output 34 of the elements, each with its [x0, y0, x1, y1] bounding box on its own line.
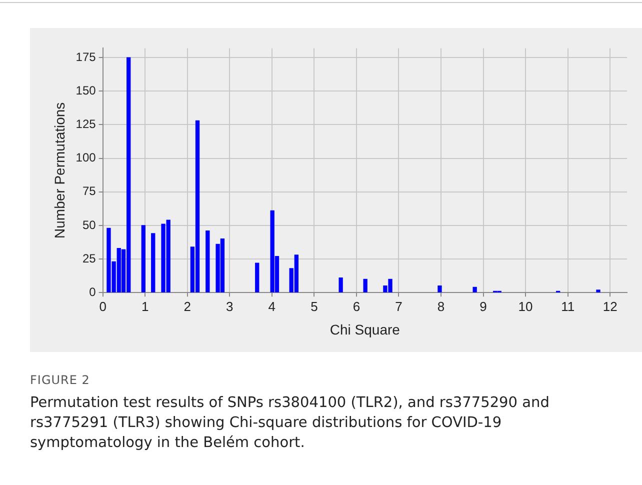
x-tick-label: 4	[268, 298, 276, 314]
x-tick-label: 2	[184, 298, 191, 314]
x-tick-label: 7	[395, 298, 402, 314]
bar	[338, 278, 343, 292]
text: Permutation test results of SNPs rs3804100 (TLR2), and rs3775290 and rs3775291 (TLR3) showing Chi-square distributions for COVID-19 symptomatology in the Belém cohort.	[30, 394, 550, 453]
bar	[438, 286, 442, 292]
y-tick-label: 150	[76, 83, 96, 98]
bar	[255, 262, 260, 292]
bar	[206, 230, 210, 292]
bar	[141, 225, 146, 292]
x-tick-label: 8	[437, 298, 445, 314]
y-tick-label: 100	[76, 150, 96, 165]
x-tick-label: 5	[310, 298, 318, 314]
bar	[596, 290, 600, 292]
x-tick-label: 3	[226, 298, 234, 314]
bar	[472, 286, 477, 292]
y-tick-label: 125	[76, 117, 96, 132]
x-tick-label: 11	[561, 298, 575, 314]
bar	[151, 233, 156, 292]
x-tick-label: 1	[141, 298, 149, 314]
x-axis-title: Chi Square	[330, 321, 400, 338]
bar	[363, 278, 368, 292]
y-tick-label: 75	[82, 184, 96, 198]
caption: FIGURE 2	[30, 373, 90, 387]
y-tick-label: 0	[89, 284, 96, 299]
x-tick-label: 12	[602, 298, 618, 314]
y-axis-title: Number Permutations	[51, 102, 68, 238]
y-tick-label: 50	[82, 218, 96, 232]
x-tick-label: 10	[518, 298, 533, 314]
y-tick-label: 25	[82, 251, 96, 266]
x-tick-label: 0	[99, 298, 106, 314]
y-tick-label: 175	[76, 50, 96, 64]
x-tick-label: 6	[352, 298, 360, 314]
x-tick-label: 9	[480, 298, 487, 314]
